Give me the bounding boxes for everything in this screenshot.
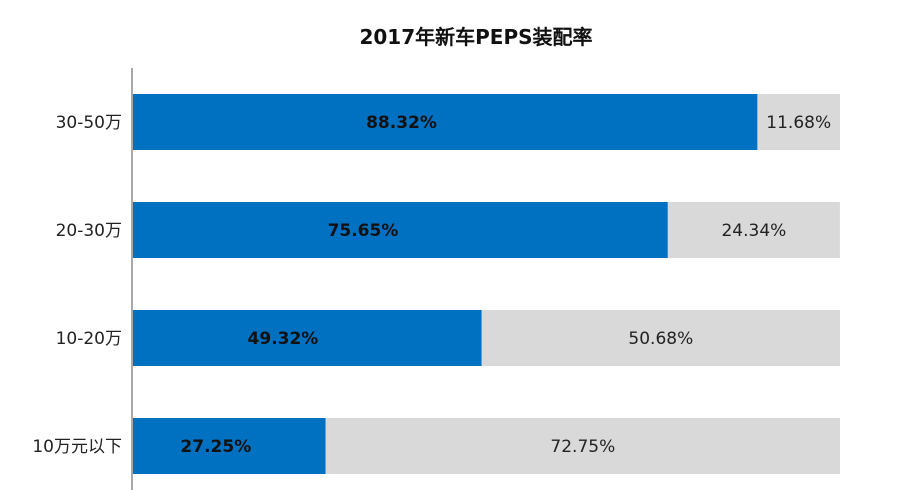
chart-title: 2017年新车PEPS装配率	[359, 25, 592, 49]
bar-remaining	[667, 202, 840, 258]
data-label-installed: 49.32%	[248, 329, 319, 349]
data-label-installed: 75.65%	[328, 221, 399, 241]
bar-installed	[133, 418, 326, 474]
data-label-remaining: 50.68%	[628, 329, 693, 349]
bars-group: 30-50万 88.32% 11.68% 20-30万 75.65% 24.34% 10-2…	[32, 94, 841, 474]
bar-remaining	[325, 418, 841, 474]
data-label-remaining: 72.75%	[550, 437, 615, 457]
category-label: 10万元以下	[32, 437, 122, 457]
data-label-remaining: 11.68%	[766, 113, 831, 133]
category-label: 30-50万	[56, 113, 122, 133]
bar-installed	[133, 202, 668, 258]
category-label: 20-30万	[56, 221, 122, 241]
bar-installed	[133, 310, 482, 366]
bar-installed	[133, 94, 758, 150]
bar-remaining	[757, 94, 840, 150]
data-label-installed: 88.32%	[366, 113, 437, 133]
bar-remaining	[481, 310, 840, 366]
data-label-installed: 27.25%	[180, 437, 251, 457]
data-label-remaining: 24.34%	[721, 221, 786, 241]
category-label: 10-20万	[56, 329, 122, 349]
